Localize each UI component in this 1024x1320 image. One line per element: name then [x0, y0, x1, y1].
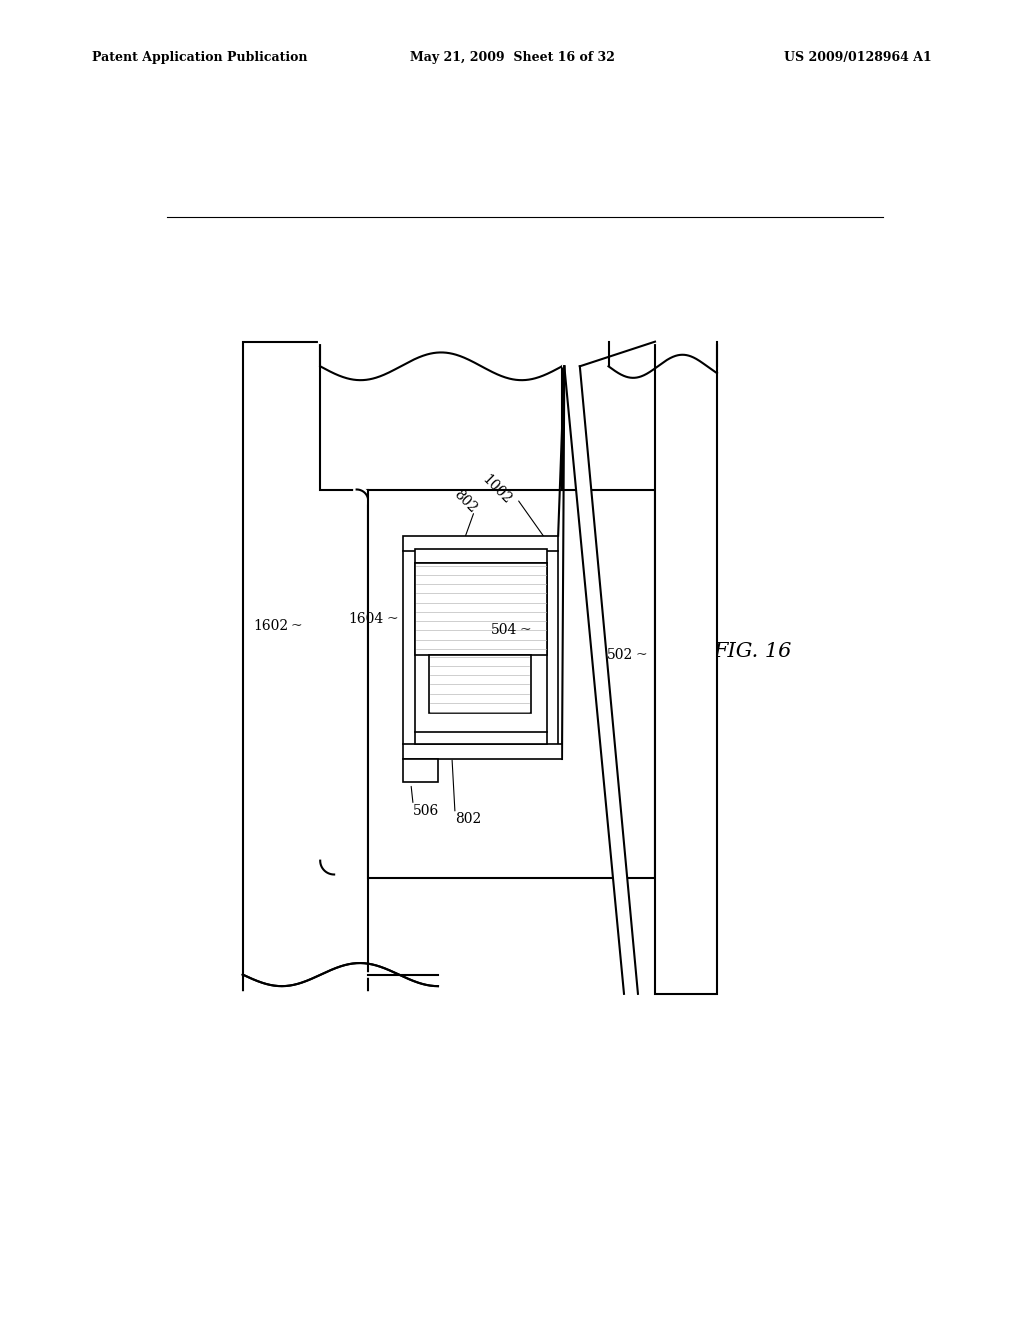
Text: FIG. 16: FIG. 16: [713, 642, 792, 661]
Text: 1602: 1602: [253, 619, 289, 632]
Bar: [429, 655, 531, 713]
Polygon shape: [564, 367, 638, 994]
Bar: [369, 490, 655, 878]
Bar: [403, 743, 562, 759]
Text: 504: 504: [490, 623, 517, 636]
Bar: [403, 536, 558, 552]
Bar: [415, 549, 547, 562]
Bar: [415, 733, 547, 743]
Bar: [415, 562, 547, 655]
Polygon shape: [243, 342, 369, 994]
Bar: [655, 342, 717, 994]
Text: 1604: 1604: [348, 612, 384, 626]
Text: Patent Application Publication: Patent Application Publication: [92, 51, 307, 65]
Text: ~: ~: [519, 623, 531, 636]
Text: 1002: 1002: [479, 473, 514, 507]
Text: 802: 802: [455, 812, 481, 826]
Text: 502: 502: [607, 648, 633, 663]
Text: May 21, 2009  Sheet 16 of 32: May 21, 2009 Sheet 16 of 32: [410, 51, 614, 65]
Text: ~: ~: [386, 612, 397, 626]
Text: ~: ~: [636, 648, 647, 663]
Bar: [403, 759, 438, 781]
Text: US 2009/0128964 A1: US 2009/0128964 A1: [784, 51, 932, 65]
Text: 802: 802: [451, 487, 479, 515]
Text: ~: ~: [291, 619, 302, 632]
Text: 506: 506: [414, 804, 439, 817]
